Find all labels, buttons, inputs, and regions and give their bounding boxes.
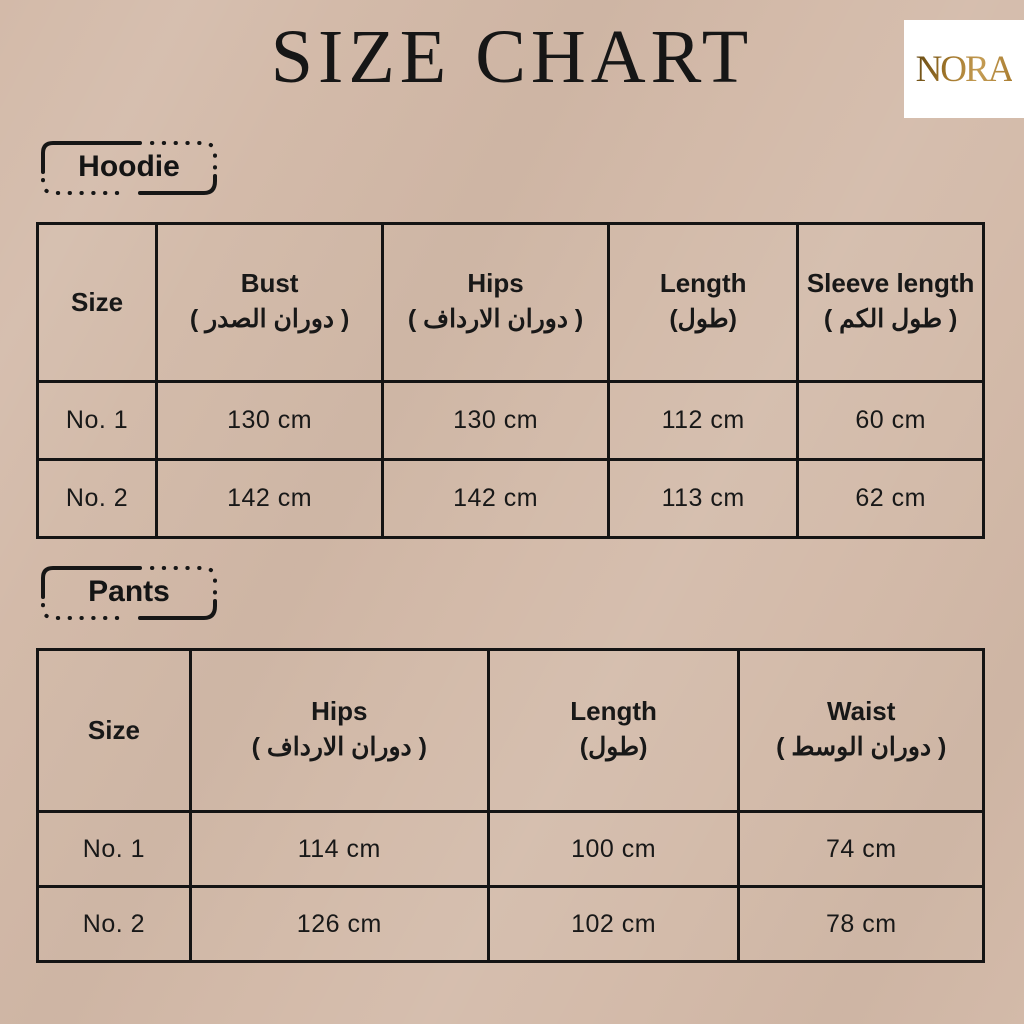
hoodie-header-size: Size [35, 222, 159, 383]
pants-header-size: Size [36, 648, 192, 813]
pants-table-row: No. 2 126 cm 102 cm 78 cm [36, 885, 985, 963]
header-label-en: Bust [240, 267, 299, 298]
header-label-en: Hips [467, 267, 524, 298]
hoodie-header-hips: Hips ( دوران الارداف ) [381, 222, 611, 383]
header-label-ar: ( دوران الارداف ) [251, 733, 427, 761]
hoodie-header-bust: Bust ( دوران الصدر ) [155, 222, 385, 383]
data-cell: 78 cm [737, 885, 985, 963]
header-label-ar: ( دوران الصدر ) [189, 305, 350, 333]
data-cell: 126 cm [188, 885, 490, 963]
header-label-en: Sleeve length [806, 267, 975, 298]
header-label-en: Length [570, 695, 657, 726]
badge-frame-icon [41, 141, 217, 195]
pants-badge-label: Pants [88, 575, 170, 608]
data-cell: 102 cm [486, 885, 741, 963]
pants-size-table: Size Hips ( دوران الارداف ) Length (طول) Wais… [36, 648, 985, 963]
hoodie-header-sleeve-length: Sleeve length ( طول الكم ) [796, 222, 985, 383]
pants-header-length: Length (طول) [486, 648, 741, 813]
pants-header-waist: Waist ( دوران الوسط ) [737, 648, 985, 813]
data-cell: 112 cm [607, 380, 800, 461]
brand-logo: NORA [904, 20, 1024, 118]
data-cell: No. 2 [36, 885, 192, 963]
badge-frame-icon [41, 566, 217, 620]
header-label-ar: ( طول الكم ) [823, 305, 958, 333]
data-cell: 130 cm [155, 380, 385, 461]
data-cell: No. 2 [35, 458, 159, 539]
pants-section-badge: Pants [36, 561, 222, 625]
pants-header-hips: Hips ( دوران الارداف ) [188, 648, 490, 813]
data-cell: 142 cm [381, 458, 611, 539]
hoodie-section-badge: Hoodie [36, 136, 222, 200]
data-cell: 113 cm [607, 458, 800, 539]
hoodie-header-row: Size Bust ( دوران الصدر ) Hips ( دوران الارد… [35, 222, 985, 383]
header-label-en: Size [87, 715, 140, 746]
page-title: SIZE CHART [270, 15, 754, 99]
brand-logo-text: NORA [915, 48, 1015, 90]
header-label-en: Length [659, 267, 747, 298]
header-label-ar: (طول) [669, 305, 737, 333]
data-cell: 130 cm [381, 380, 611, 461]
hoodie-size-table: Size Bust ( دوران الصدر ) Hips ( دوران الارد… [35, 222, 985, 539]
hoodie-table-row: No. 2 142 cm 142 cm 113 cm 62 cm [35, 458, 985, 539]
header-label-ar: ( دوران الوسط ) [776, 733, 947, 761]
data-cell: 74 cm [737, 810, 985, 888]
data-cell: 62 cm [796, 458, 985, 539]
data-cell: 100 cm [486, 810, 741, 888]
header-label-en: Size [71, 287, 124, 318]
hoodie-badge-label: Hoodie [78, 150, 180, 183]
pants-header-row: Size Hips ( دوران الارداف ) Length (طول) Wais… [36, 648, 985, 813]
header-label-ar: ( دوران الارداف ) [407, 305, 584, 333]
hoodie-header-length: Length (طول) [607, 222, 800, 383]
data-cell: 142 cm [155, 458, 385, 539]
data-cell: 114 cm [188, 810, 490, 888]
pants-table-row: No. 1 114 cm 100 cm 74 cm [36, 810, 985, 888]
data-cell: No. 1 [35, 380, 159, 461]
header-label-ar: (طول) [579, 733, 648, 761]
header-label-en: Hips [311, 695, 368, 726]
hoodie-table-row: No. 1 130 cm 130 cm 112 cm 60 cm [35, 380, 985, 461]
header-label-en: Waist [827, 695, 896, 726]
data-cell: No. 1 [36, 810, 192, 888]
data-cell: 60 cm [796, 380, 985, 461]
